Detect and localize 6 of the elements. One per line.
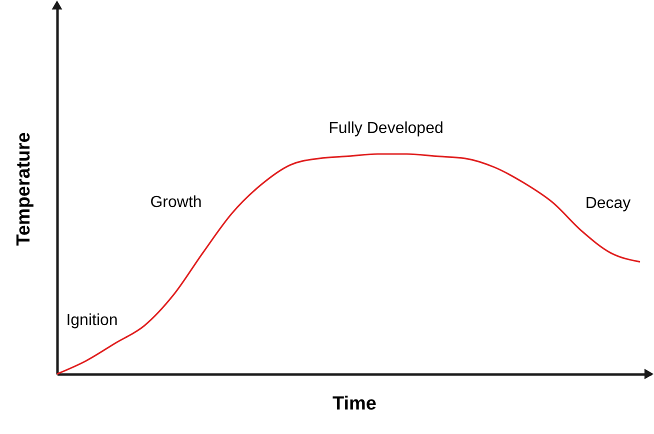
annotation: Decay [585,195,631,212]
x-axis-title: Time [332,394,377,414]
text: Fully Developed [328,120,444,137]
y-axis-title: Temperature [14,132,34,246]
annotation: Ignition [66,312,118,329]
annotation: Growth [150,194,202,211]
